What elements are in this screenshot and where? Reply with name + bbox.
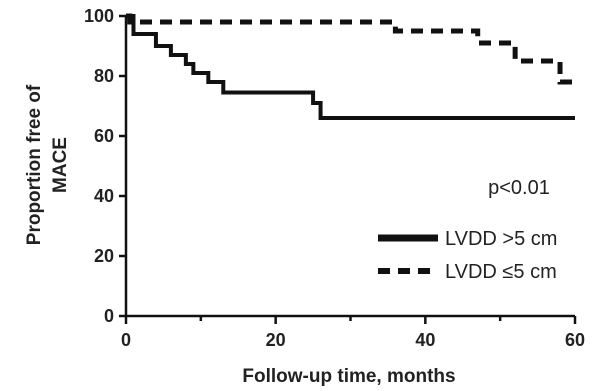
y-tick-label-80: 80 [94, 66, 114, 86]
y-tick-label-0: 0 [104, 306, 114, 326]
x-tick-label-60: 60 [565, 330, 585, 350]
series-line-lvdd-le5 [126, 13, 575, 85]
y-tick-label-40: 40 [94, 186, 114, 206]
legend-label-lvdd-le5: LVDD ≤5 cm [445, 261, 557, 283]
y-tick-label-100: 100 [84, 6, 114, 26]
p-value-annotation: p<0.01 [488, 177, 550, 199]
x-tick-label-40: 40 [415, 330, 435, 350]
legend-item-lvdd-gt5: LVDD >5 cm [378, 228, 557, 250]
series-line-lvdd-gt5 [126, 14, 575, 120]
y-axis-title-line-1: Proportion free of [24, 84, 45, 245]
y-tick-label-60: 60 [94, 126, 114, 146]
legend: LVDD >5 cm LVDD ≤5 cm [378, 228, 557, 283]
y-axis-title-line-2: MACE [50, 137, 71, 193]
x-tick-label-0: 0 [121, 330, 131, 350]
y-tick-label-20: 20 [94, 246, 114, 266]
legend-item-lvdd-le5: LVDD ≤5 cm [378, 261, 557, 283]
legend-label-lvdd-gt5: LVDD >5 cm [445, 228, 557, 250]
x-axis-title: Follow-up time, months [242, 366, 455, 387]
plot-area: 0 20 40 60 80 100 0 20 40 60 [84, 6, 585, 350]
x-tick-label-20: 20 [266, 330, 286, 350]
